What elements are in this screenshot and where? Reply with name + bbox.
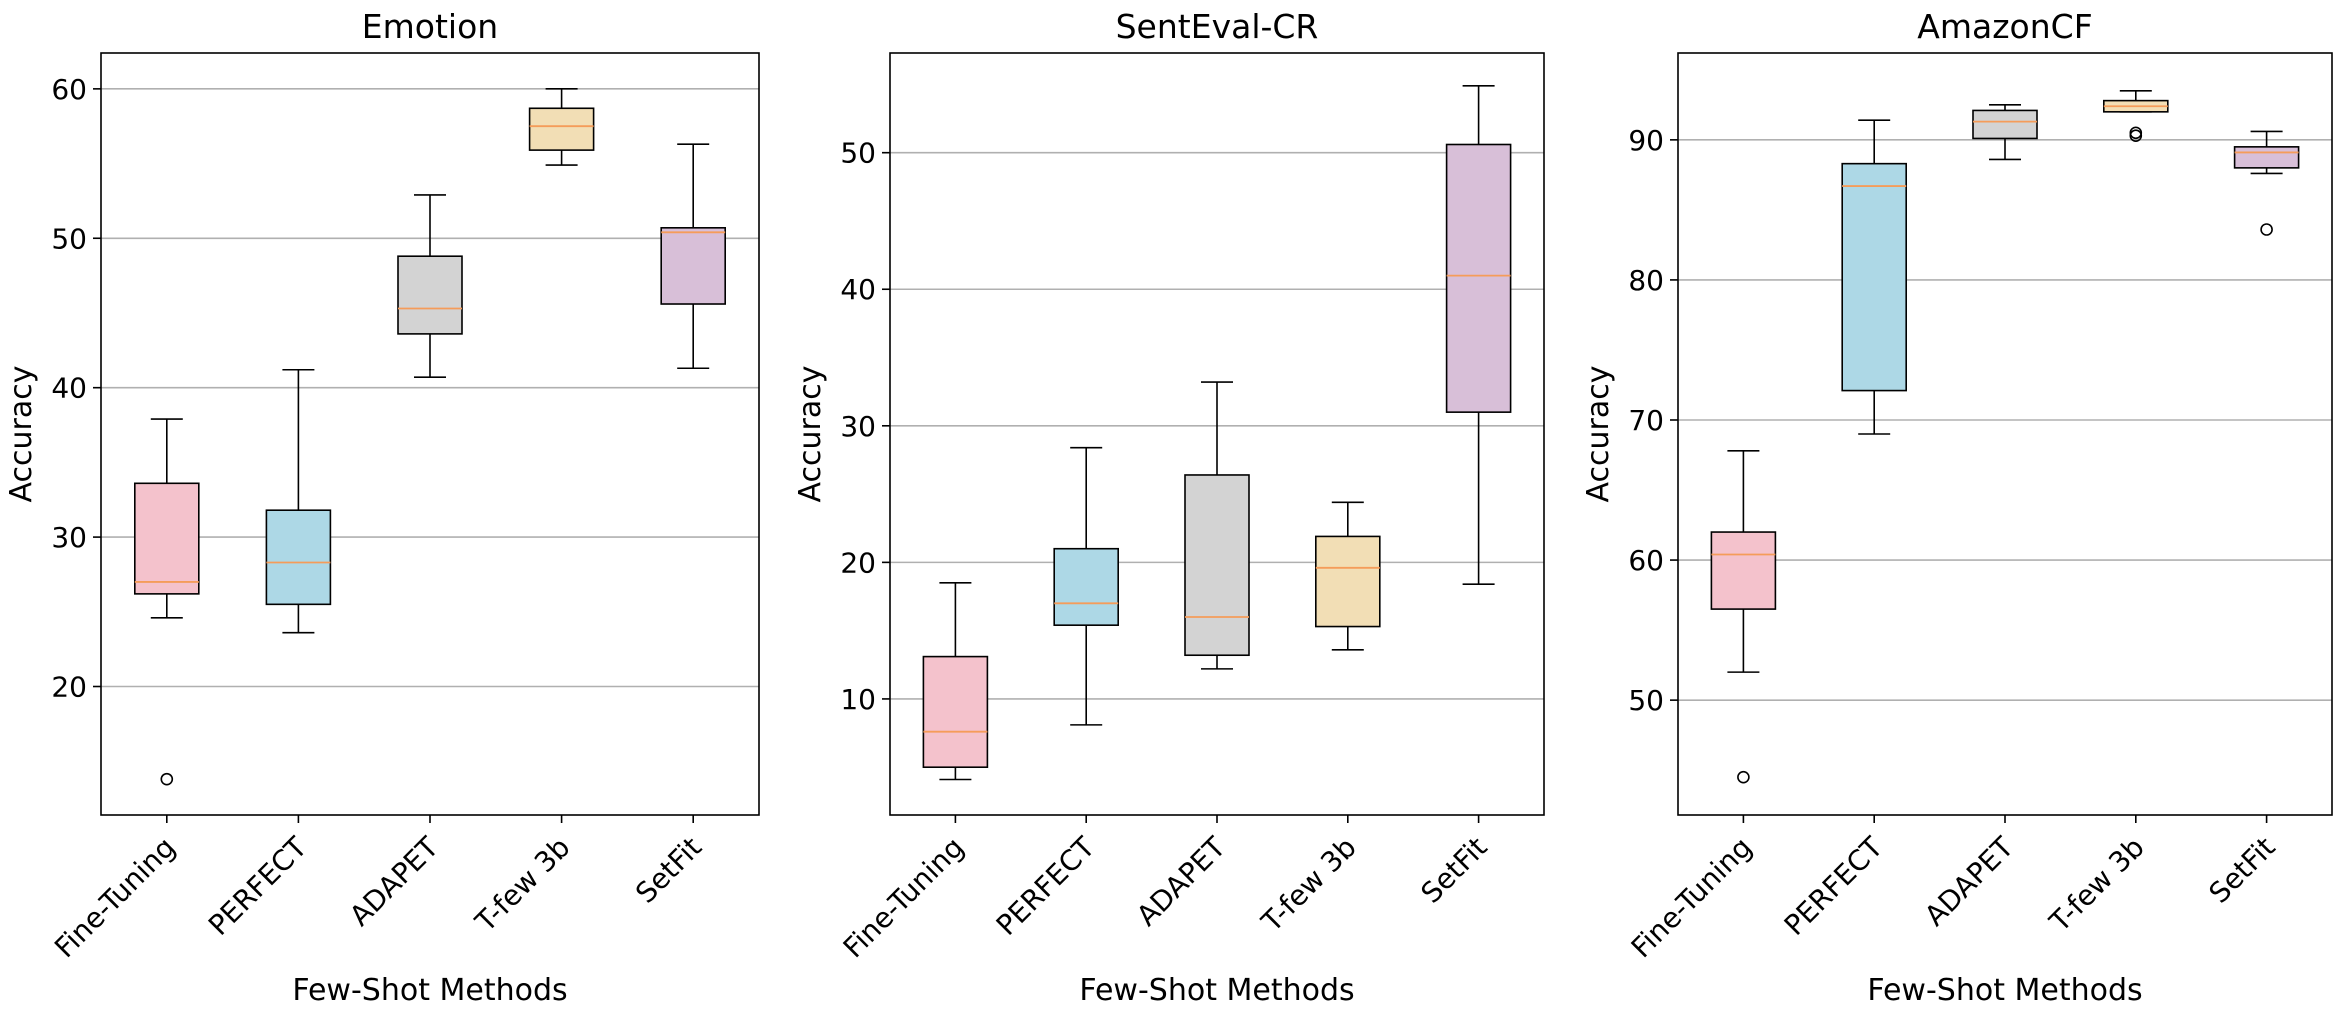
y-tick-label: 80 (1628, 264, 1664, 297)
y-tick-label: 90 (1628, 124, 1664, 157)
x-axis-label: Few-Shot Methods (1867, 973, 2142, 1008)
box-body (2233, 146, 2300, 169)
x-tick-label-perfect: PERFECT (1778, 830, 1890, 942)
x-tick-label-t-few-3b: T-few 3b (2042, 831, 2150, 939)
box-adapet (1972, 104, 2038, 161)
outlier-point (1737, 770, 1750, 784)
box-body (1184, 474, 1250, 657)
box-body (1053, 547, 1119, 626)
box-setfit (660, 143, 727, 370)
box-fine-tuning (922, 582, 989, 781)
box-body (1841, 162, 1907, 392)
box-adapet (397, 194, 463, 379)
y-tick-label: 60 (51, 73, 87, 106)
chart-title: SentEval-CR (1116, 7, 1319, 46)
x-tick-label-t-few-3b: T-few 3b (468, 831, 576, 939)
x-tick-label-fine-tuning: Fine-Tuning (1625, 831, 1759, 965)
box-adapet (1184, 381, 1250, 670)
box-fine-tuning (134, 418, 200, 786)
box-setfit (2233, 130, 2300, 236)
plot-frame (100, 52, 760, 816)
y-tick-label: 50 (51, 222, 87, 255)
box-body (1972, 109, 2038, 140)
box-t-few-3b (528, 88, 595, 166)
y-tick-label: 60 (1628, 544, 1664, 577)
box-body (134, 482, 200, 595)
box-t-few-3b (1315, 501, 1381, 651)
box-body (1710, 531, 1777, 610)
box-perfect (1053, 446, 1119, 726)
box-body (528, 107, 595, 151)
y-tick-label: 10 (840, 683, 876, 716)
box-body (265, 509, 332, 606)
subplot-amazoncf: 50 60 70 80 90 Fine-Tuning PERFECT ADAPET T-few … (1581, 7, 2333, 1008)
x-tick-label-setfit: SetFit (1414, 831, 1493, 910)
x-tick-label-adapet: ADAPET (1918, 830, 2020, 932)
box-setfit (1445, 84, 1512, 586)
box-perfect (1841, 119, 1907, 435)
y-tick-label: 50 (840, 137, 876, 170)
x-axis-label: Few-Shot Methods (1079, 973, 1354, 1008)
y-tick-label: 20 (51, 671, 87, 704)
x-tick-label-fine-tuning: Fine-Tuning (48, 831, 182, 965)
y-tick-label: 50 (1628, 684, 1664, 717)
x-tick-label-adapet: ADAPET (1130, 830, 1232, 932)
x-tick-label-fine-tuning: Fine-Tuning (837, 831, 971, 965)
y-axis-label: Accuracy (4, 366, 39, 503)
y-tick-label: 40 (51, 372, 87, 405)
y-tick-label: 70 (1628, 404, 1664, 437)
y-tick-label: 30 (51, 521, 87, 554)
x-tick-label-adapet: ADAPET (343, 830, 445, 932)
y-tick-label: 30 (840, 410, 876, 443)
box-t-few-3b (2103, 90, 2169, 142)
x-axis-label: Few-Shot Methods (292, 973, 567, 1008)
x-tick-label-setfit: SetFit (629, 831, 708, 910)
x-tick-label-perfect: PERFECT (990, 830, 1102, 942)
subplot-emotion: 20 30 40 50 60 Fine-Tuning PERFECT ADAPET T-few … (4, 7, 760, 1008)
x-tick-label-t-few-3b: T-few 3b (1254, 831, 1362, 939)
box-body (397, 255, 463, 335)
y-tick-label: 40 (840, 273, 876, 306)
chart-title: Emotion (362, 7, 498, 46)
box-perfect (265, 368, 332, 634)
outlier-point (2260, 223, 2273, 236)
box-body (660, 227, 727, 305)
y-tick-label: 20 (840, 546, 876, 579)
x-tick-label-setfit: SetFit (2202, 831, 2281, 910)
x-tick-label-perfect: PERFECT (202, 830, 314, 942)
box-body (1315, 535, 1381, 628)
outlier-point (160, 772, 174, 786)
outlier-point (2129, 126, 2143, 140)
y-axis-label: Accuracy (1581, 366, 1616, 503)
chart-title: AmazonCF (1917, 7, 2092, 46)
subplot-senteval-cr: 10 20 30 40 50 Fine-Tuning PERFECT ADAPET T-few … (793, 7, 1545, 1008)
y-axis-label: Accuracy (793, 366, 828, 503)
box-body (1445, 143, 1512, 413)
box-body (922, 655, 989, 769)
box-fine-tuning (1710, 450, 1777, 784)
